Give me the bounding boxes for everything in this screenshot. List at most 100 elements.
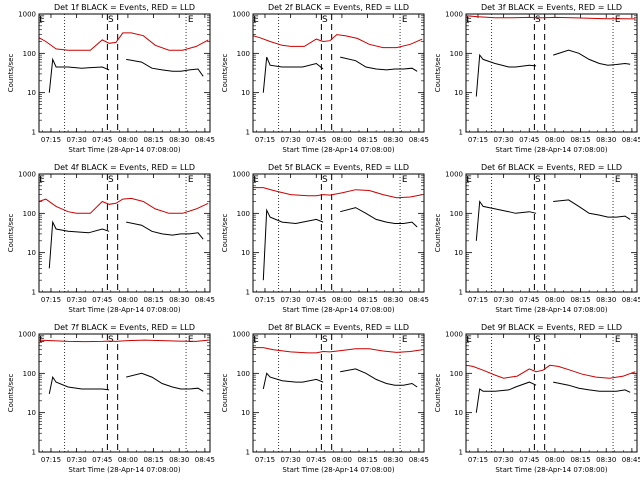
chart-panel-8: Det 8f BLACK = Events, RED = LLD Counts/s… xyxy=(221,323,429,474)
marker-label: S xyxy=(535,335,541,345)
y-tick-label: 1000 xyxy=(445,331,463,339)
marker-label: E xyxy=(253,175,259,185)
y-axis-label: Counts/sec xyxy=(221,214,229,253)
x-tick-label: 08:00 xyxy=(545,136,565,144)
y-axis-label: Counts/sec xyxy=(434,214,442,253)
y-tick-label: 100 xyxy=(450,50,463,58)
y-tick-label: 1 xyxy=(32,449,36,457)
marker-label: E xyxy=(615,15,621,25)
lld-series-line xyxy=(465,364,636,379)
x-tick-label: 08:00 xyxy=(332,136,352,144)
x-axis-label: Start Time (28-Apr-14 07:08:00) xyxy=(282,466,394,474)
chart-title: Det 8f BLACK = Events, RED = LLD xyxy=(268,323,409,332)
x-axis-label: Start Time (28-Apr-14 07:08:00) xyxy=(68,306,180,314)
y-axis-label: Counts/sec xyxy=(7,54,15,93)
events-series-line xyxy=(475,381,631,413)
x-tick-label: 07:45 xyxy=(519,136,539,144)
y-tick-label: 100 xyxy=(23,210,36,218)
x-tick-label: 07:45 xyxy=(519,456,539,464)
lld-series-line xyxy=(253,347,423,354)
x-tick-label: 07:15 xyxy=(255,136,275,144)
x-tick-label: 07:30 xyxy=(494,456,514,464)
marker-label: S xyxy=(322,15,328,25)
y-tick-label: 10 xyxy=(27,249,36,257)
lld-series-line xyxy=(38,32,209,51)
x-tick-label: 08:30 xyxy=(383,456,403,464)
x-tick-label: 07:30 xyxy=(67,136,87,144)
x-tick-label: 08:45 xyxy=(409,296,429,304)
x-tick-label: 07:45 xyxy=(306,456,326,464)
x-tick-label: 08:15 xyxy=(357,296,377,304)
plot-frame xyxy=(465,333,638,453)
x-tick-label: 08:45 xyxy=(622,456,640,464)
marker-label: S xyxy=(535,175,541,185)
lld-series-line xyxy=(253,187,423,199)
x-tick-label: 08:30 xyxy=(169,456,189,464)
marker-label: E xyxy=(466,335,472,345)
chart-panel-7: Det 7f BLACK = Events, RED = LLD Counts/s… xyxy=(7,323,215,474)
lld-series-line xyxy=(252,34,423,49)
marker-label: E xyxy=(466,15,472,25)
y-tick-label: 10 xyxy=(241,409,250,417)
x-tick-label: 07:30 xyxy=(67,456,87,464)
y-tick-label: 1 xyxy=(246,289,250,297)
marker-label: E xyxy=(39,15,45,25)
y-tick-label: 10 xyxy=(454,249,463,257)
x-tick-label: 07:15 xyxy=(41,296,61,304)
events-series-line xyxy=(475,49,631,97)
x-tick-label: 07:30 xyxy=(67,296,87,304)
x-tick-label: 08:15 xyxy=(570,136,590,144)
y-tick-label: 1000 xyxy=(18,171,36,179)
x-tick-label: 08:00 xyxy=(118,136,138,144)
x-tick-label: 08:15 xyxy=(143,456,163,464)
marker-label: E xyxy=(188,175,194,185)
y-axis-label: Counts/sec xyxy=(221,374,229,413)
x-axis-label: Start Time (28-Apr-14 07:08:00) xyxy=(495,146,607,154)
marker-label: E xyxy=(402,175,408,185)
marker-label: E xyxy=(402,335,408,345)
chart-title: Det 9f BLACK = Events, RED = LLD xyxy=(481,323,622,332)
chart-title: Det 6f BLACK = Events, RED = LLD xyxy=(481,163,622,172)
y-tick-label: 1000 xyxy=(232,331,250,339)
marker-label: S xyxy=(535,15,541,25)
events-series-line xyxy=(262,56,418,93)
x-axis-label: Start Time (28-Apr-14 07:08:00) xyxy=(282,146,394,154)
x-tick-label: 08:45 xyxy=(195,456,215,464)
y-axis-label: Counts/sec xyxy=(434,54,442,93)
x-tick-label: 08:30 xyxy=(596,136,616,144)
chart-title: Det 3f BLACK = Events, RED = LLD xyxy=(481,3,622,12)
plot-frame xyxy=(252,333,425,453)
x-axis-label: Start Time (28-Apr-14 07:08:00) xyxy=(495,306,607,314)
events-series-line xyxy=(262,207,418,281)
events-series-line xyxy=(262,368,418,390)
x-tick-label: 08:30 xyxy=(596,296,616,304)
y-tick-label: 1 xyxy=(32,129,36,137)
y-tick-label: 100 xyxy=(237,210,250,218)
marker-label: E xyxy=(466,175,472,185)
y-tick-label: 100 xyxy=(23,370,36,378)
x-tick-label: 08:00 xyxy=(332,456,352,464)
marker-label: S xyxy=(108,15,114,25)
x-tick-label: 08:45 xyxy=(409,136,429,144)
x-tick-label: 07:45 xyxy=(519,296,539,304)
x-tick-label: 07:15 xyxy=(41,456,61,464)
chart-panel-1: Det 1f BLACK = Events, RED = LLD Counts/s… xyxy=(7,3,215,154)
marker-label: E xyxy=(615,335,621,345)
chart-title: Det 2f BLACK = Events, RED = LLD xyxy=(268,3,409,12)
plot-frame xyxy=(252,173,425,293)
x-tick-label: 08:00 xyxy=(118,296,138,304)
marker-label: E xyxy=(39,175,45,185)
x-tick-label: 07:45 xyxy=(92,296,112,304)
plot-frame xyxy=(252,13,425,133)
x-tick-label: 08:30 xyxy=(169,136,189,144)
events-series-line xyxy=(48,220,204,269)
y-tick-label: 1 xyxy=(459,449,463,457)
y-tick-label: 10 xyxy=(454,89,463,97)
chart-title: Det 5f BLACK = Events, RED = LLD xyxy=(268,163,409,172)
x-axis-label: Start Time (28-Apr-14 07:08:00) xyxy=(68,466,180,474)
plot-frame xyxy=(38,173,211,293)
x-tick-label: 07:15 xyxy=(468,136,488,144)
marker-label: S xyxy=(322,335,328,345)
marker-label: E xyxy=(253,15,259,25)
